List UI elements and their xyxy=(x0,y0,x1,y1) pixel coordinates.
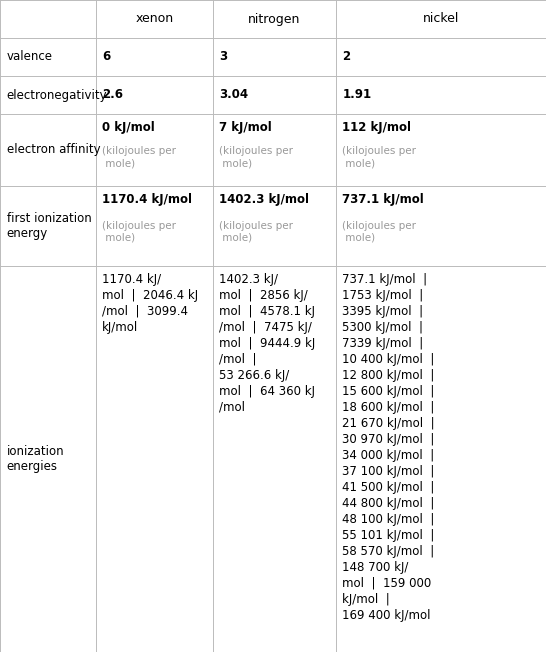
Text: (kilojoules per
 mole): (kilojoules per mole) xyxy=(342,221,417,243)
Text: nickel: nickel xyxy=(423,12,459,25)
Text: 6: 6 xyxy=(102,50,110,63)
Text: 737.1 kJ/mol: 737.1 kJ/mol xyxy=(342,192,424,205)
Text: 3.04: 3.04 xyxy=(219,89,248,102)
Text: 1170.4 kJ/mol: 1170.4 kJ/mol xyxy=(102,192,192,205)
Text: electron affinity: electron affinity xyxy=(7,143,100,156)
Text: 3: 3 xyxy=(219,50,228,63)
Text: (kilojoules per
 mole): (kilojoules per mole) xyxy=(102,221,176,243)
Text: valence: valence xyxy=(7,50,52,63)
Text: 7 kJ/mol: 7 kJ/mol xyxy=(219,121,272,134)
Text: (kilojoules per
 mole): (kilojoules per mole) xyxy=(219,221,294,243)
Text: 2: 2 xyxy=(342,50,351,63)
Text: xenon: xenon xyxy=(135,12,173,25)
Text: (kilojoules per
 mole): (kilojoules per mole) xyxy=(342,147,417,168)
Text: electronegativity: electronegativity xyxy=(7,89,107,102)
Text: (kilojoules per
 mole): (kilojoules per mole) xyxy=(219,147,294,168)
Text: 0 kJ/mol: 0 kJ/mol xyxy=(102,121,155,134)
Text: ionization
energies: ionization energies xyxy=(7,445,64,473)
Text: 1170.4 kJ/
mol  |  2046.4 kJ
/mol  |  3099.4
kJ/mol: 1170.4 kJ/ mol | 2046.4 kJ /mol | 3099.4… xyxy=(102,273,198,334)
Text: 112 kJ/mol: 112 kJ/mol xyxy=(342,121,411,134)
Text: 1402.3 kJ/mol: 1402.3 kJ/mol xyxy=(219,192,310,205)
Text: 1402.3 kJ/
mol  |  2856 kJ/
mol  |  4578.1 kJ
/mol  |  7475 kJ/
mol  |  9444.9 k: 1402.3 kJ/ mol | 2856 kJ/ mol | 4578.1 k… xyxy=(219,273,316,413)
Text: 1.91: 1.91 xyxy=(342,89,371,102)
Text: (kilojoules per
 mole): (kilojoules per mole) xyxy=(102,147,176,168)
Text: first ionization
energy: first ionization energy xyxy=(7,212,91,240)
Text: nitrogen: nitrogen xyxy=(248,12,300,25)
Text: 737.1 kJ/mol  |
1753 kJ/mol  |
3395 kJ/mol  |
5300 kJ/mol  |
7339 kJ/mol  |
10 4: 737.1 kJ/mol | 1753 kJ/mol | 3395 kJ/mol… xyxy=(342,273,435,621)
Text: 2.6: 2.6 xyxy=(102,89,123,102)
